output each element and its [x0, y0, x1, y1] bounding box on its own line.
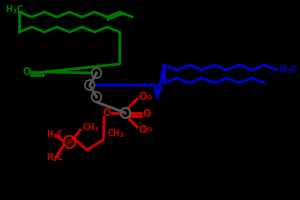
Text: $\mathbf{CH_3}$: $\mathbf{CH_3}$	[82, 122, 99, 134]
Text: $\mathbf{H_3C}$: $\mathbf{H_3C}$	[46, 152, 64, 164]
Text: $\mathbf{CH_3}$: $\mathbf{CH_3}$	[107, 128, 124, 140]
Text: O: O	[23, 67, 31, 77]
Text: O: O	[139, 92, 147, 102]
Text: $\ominus$: $\ominus$	[145, 94, 153, 102]
Text: O: O	[153, 85, 161, 95]
Text: $\oplus$: $\oplus$	[65, 138, 74, 146]
Text: $\mathbf{H_3C}$: $\mathbf{H_3C}$	[46, 129, 64, 141]
Text: $\mathbf{H_3C}$: $\mathbf{H_3C}$	[279, 64, 298, 76]
Text: O: O	[139, 125, 147, 135]
Text: O: O	[102, 108, 110, 118]
Text: $\ominus$: $\ominus$	[145, 126, 153, 134]
Text: $\mathbf{H_3C}$: $\mathbf{H_3C}$	[5, 4, 24, 16]
Text: O: O	[143, 109, 151, 119]
